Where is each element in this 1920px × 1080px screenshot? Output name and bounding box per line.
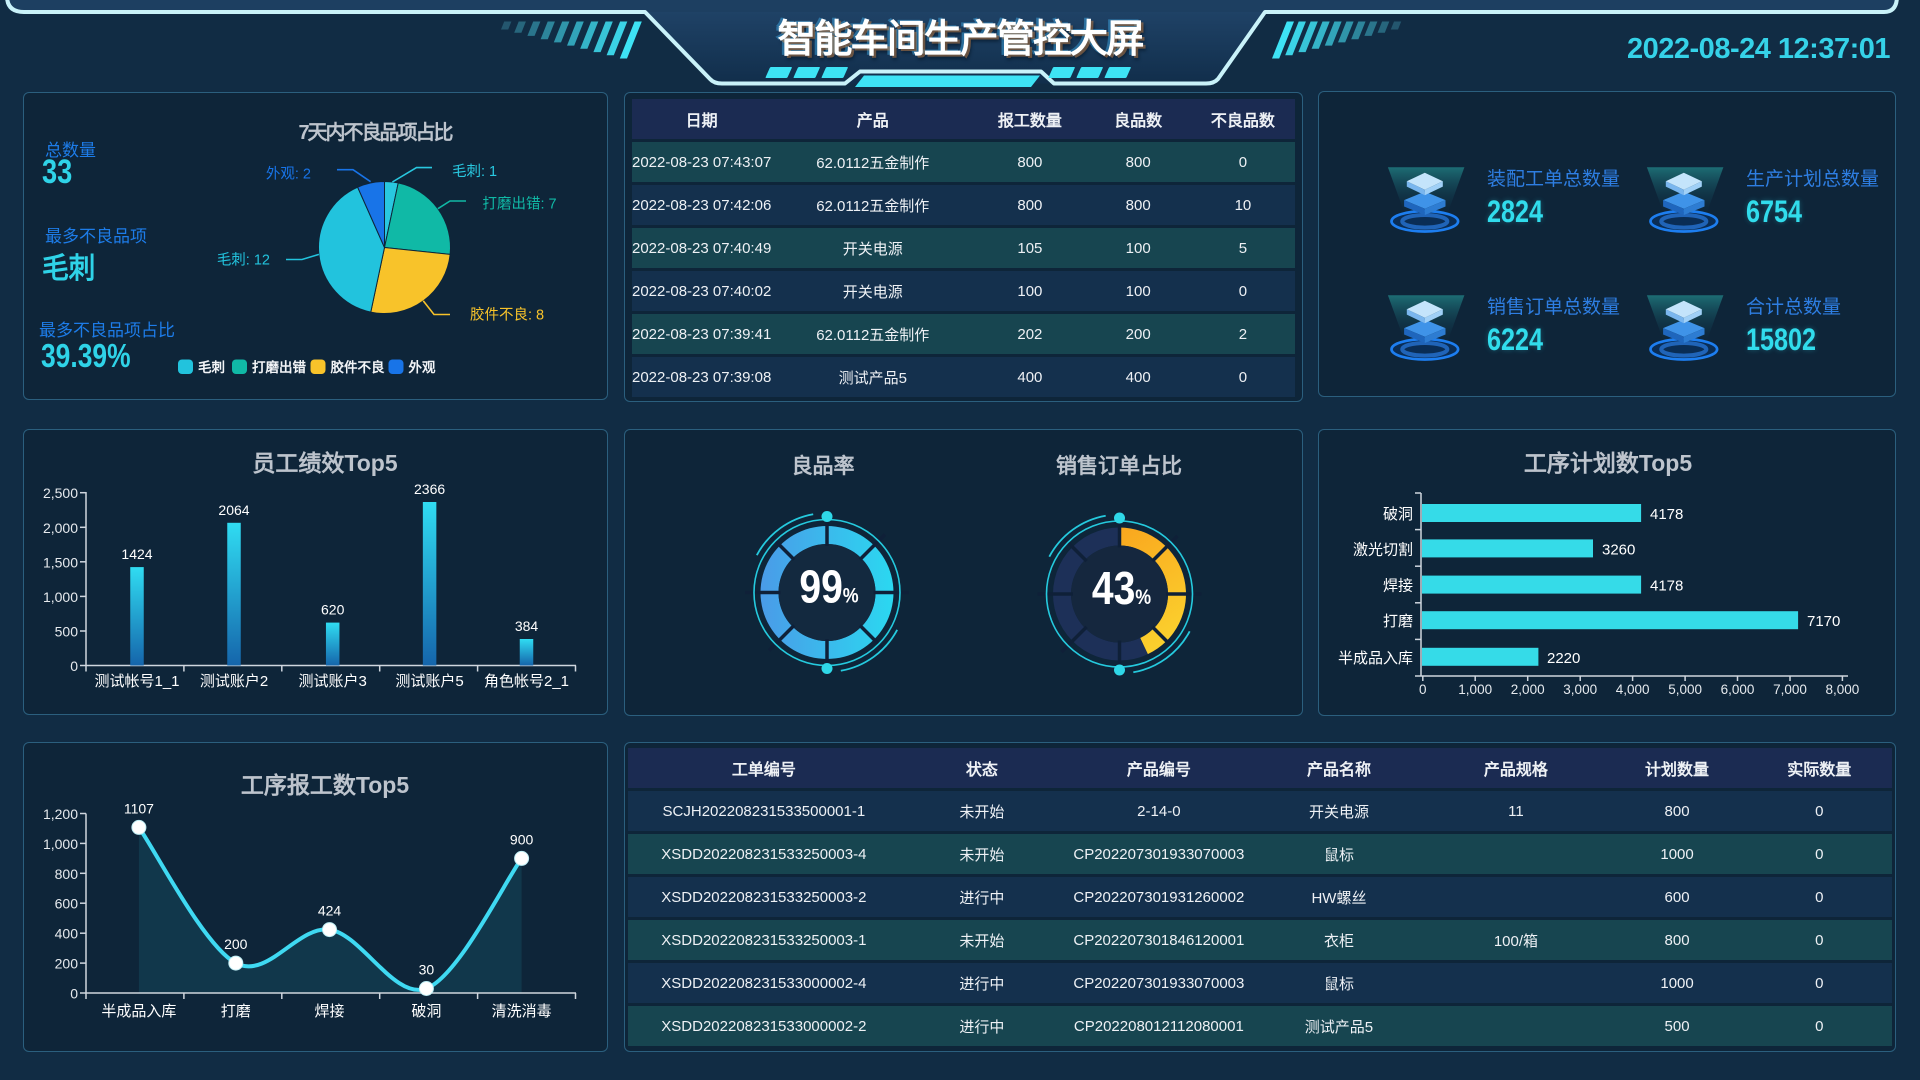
svg-text:7170: 7170: [1807, 613, 1840, 630]
svg-text:7,000: 7,000: [1773, 682, 1807, 697]
svg-text:1,000: 1,000: [43, 589, 78, 605]
svg-text:毛刺: 12: 毛刺: 12: [217, 252, 270, 269]
svg-text:测试账户2: 测试账户2: [200, 673, 268, 690]
svg-text:2366: 2366: [414, 481, 445, 497]
svg-text:2,000: 2,000: [43, 520, 78, 536]
svg-text:毛刺: 毛刺: [198, 359, 225, 375]
svg-text:424: 424: [318, 903, 342, 919]
svg-text:半成品入库: 半成品入库: [1338, 650, 1413, 667]
svg-text:半成品入库: 半成品入库: [101, 1003, 176, 1020]
svg-text:900: 900: [510, 831, 534, 847]
svg-text:外观: 2: 外观: 2: [266, 166, 311, 183]
svg-text:胶件不良: 胶件不良: [331, 359, 385, 375]
svg-text:4,000: 4,000: [1616, 682, 1650, 697]
svg-text:800: 800: [55, 866, 79, 882]
svg-text:30: 30: [419, 962, 435, 978]
svg-text:2,000: 2,000: [1511, 682, 1545, 697]
svg-text:打磨: 打磨: [221, 1003, 251, 1020]
svg-text:打磨出错: 打磨出错: [252, 359, 306, 375]
svg-text:1107: 1107: [124, 800, 154, 816]
svg-text:0: 0: [70, 986, 78, 1002]
svg-text:测试账户3: 测试账户3: [299, 673, 367, 690]
svg-text:破洞: 破洞: [1383, 506, 1413, 523]
svg-text:600: 600: [55, 896, 79, 912]
svg-text:400: 400: [55, 926, 79, 942]
svg-text:1,200: 1,200: [43, 806, 78, 822]
svg-text:3260: 3260: [1602, 541, 1635, 558]
svg-text:1424: 1424: [121, 546, 152, 562]
svg-text:500: 500: [55, 624, 79, 640]
svg-text:1,500: 1,500: [43, 554, 78, 570]
svg-text:清洗消毒: 清洗消毒: [492, 1003, 552, 1020]
svg-text:毛刺: 1: 毛刺: 1: [452, 163, 497, 180]
svg-text:4178: 4178: [1650, 578, 1683, 595]
svg-text:胶件不良: 8: 胶件不良: 8: [470, 307, 544, 324]
svg-text:激光切割: 激光切割: [1353, 541, 1413, 558]
svg-text:焊接: 焊接: [1383, 578, 1413, 595]
svg-text:外观: 外观: [409, 359, 436, 375]
svg-text:焊接: 焊接: [314, 1003, 344, 1020]
svg-text:200: 200: [55, 956, 79, 972]
svg-text:3,000: 3,000: [1563, 682, 1597, 697]
svg-text:6,000: 6,000: [1721, 682, 1755, 697]
svg-text:1,000: 1,000: [43, 836, 78, 852]
svg-text:测试账户5: 测试账户5: [395, 673, 463, 690]
svg-text:破洞: 破洞: [411, 1003, 441, 1020]
svg-text:2064: 2064: [218, 502, 249, 518]
svg-text:0: 0: [1419, 682, 1427, 697]
svg-text:8,000: 8,000: [1826, 682, 1860, 697]
svg-text:0: 0: [70, 658, 78, 674]
svg-text:4178: 4178: [1650, 506, 1683, 523]
svg-text:384: 384: [515, 618, 539, 634]
svg-text:1,000: 1,000: [1458, 682, 1492, 697]
svg-text:200: 200: [224, 936, 248, 952]
svg-text:打磨出错: 7: 打磨出错: 7: [483, 196, 557, 213]
svg-text:620: 620: [321, 602, 345, 618]
svg-text:2220: 2220: [1547, 650, 1580, 667]
svg-text:2,500: 2,500: [43, 485, 78, 501]
svg-text:打磨: 打磨: [1383, 613, 1413, 630]
svg-text:5,000: 5,000: [1668, 682, 1702, 697]
svg-text:角色帐号2_1: 角色帐号2_1: [484, 673, 569, 690]
svg-text:测试帐号1_1: 测试帐号1_1: [94, 673, 179, 690]
